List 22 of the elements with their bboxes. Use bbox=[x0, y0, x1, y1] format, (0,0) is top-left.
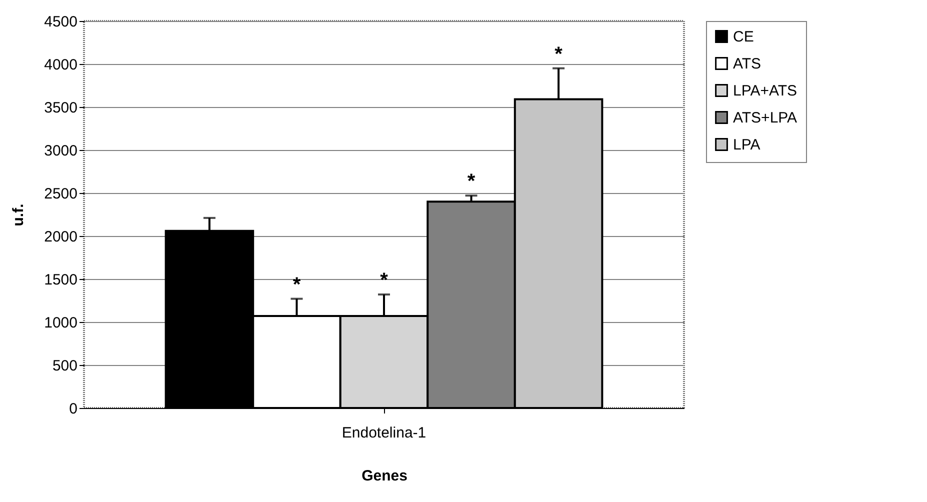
legend-label: LPA bbox=[733, 136, 760, 154]
y-tick-label: 2000 bbox=[44, 228, 78, 246]
data-label: * bbox=[554, 43, 563, 66]
y-tick-label: 1000 bbox=[44, 314, 78, 332]
legend-label: LPA+ATS bbox=[733, 82, 798, 100]
y-tick-label: 3000 bbox=[44, 142, 78, 160]
y-axis-title: u.f. bbox=[10, 204, 28, 226]
legend-label: ATS+LPA bbox=[733, 110, 798, 126]
legend-label: CE bbox=[733, 28, 754, 46]
y-tick-label: 0 bbox=[69, 400, 78, 418]
legend-label: ATS bbox=[733, 56, 762, 72]
data-label: * bbox=[467, 170, 476, 193]
y-tick-label: 4000 bbox=[44, 56, 78, 74]
data-label: * bbox=[292, 274, 301, 296]
x-tick-label: Endotelina-1 bbox=[342, 424, 426, 442]
y-tick-label: 500 bbox=[52, 358, 78, 374]
y-tick-label: 2500 bbox=[44, 186, 78, 202]
y-tick-label: 3500 bbox=[44, 100, 78, 116]
data-label: * bbox=[380, 269, 388, 292]
y-tick-label: 1500 bbox=[44, 272, 78, 288]
x-axis-title: Genes bbox=[362, 468, 408, 484]
y-tick-label: 4500 bbox=[44, 14, 78, 30]
